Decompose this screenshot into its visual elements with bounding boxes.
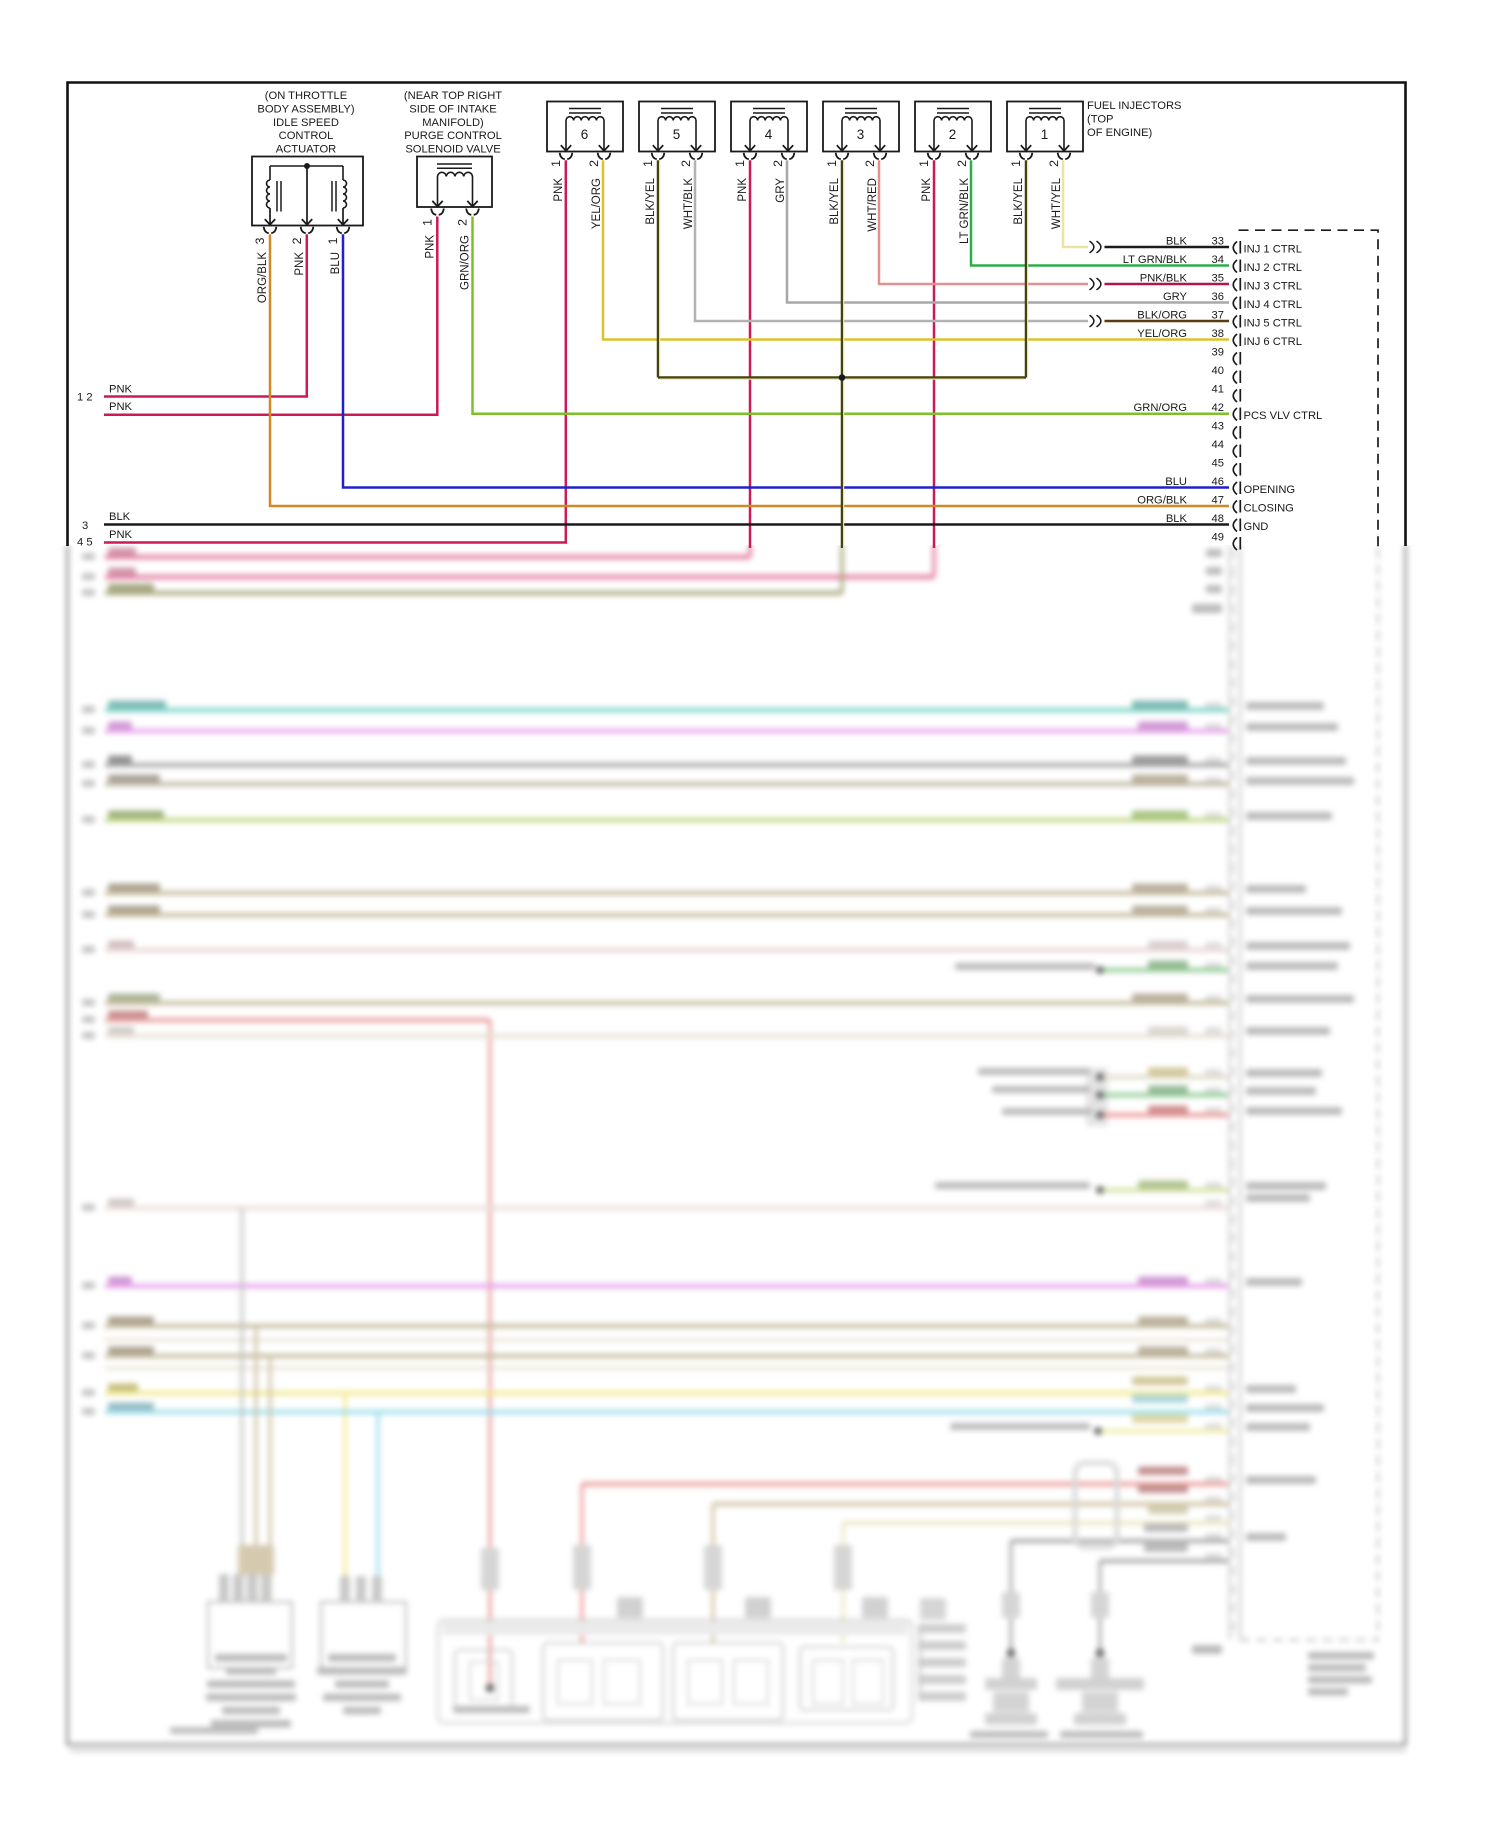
svg-text:1: 1 (549, 160, 563, 167)
svg-text:SIDE OF INTAKE: SIDE OF INTAKE (409, 103, 496, 115)
svg-text:44: 44 (1212, 439, 1224, 451)
svg-text:4 5: 4 5 (77, 537, 93, 549)
svg-text:1: 1 (825, 160, 839, 167)
svg-text:GRY: GRY (1163, 291, 1188, 303)
svg-text:2: 2 (587, 160, 601, 167)
svg-text:2: 2 (290, 237, 304, 244)
svg-text:1: 1 (917, 160, 931, 167)
svg-text:1: 1 (326, 237, 340, 244)
svg-text:INJ 5 CTRL: INJ 5 CTRL (1244, 318, 1302, 330)
svg-text:SOLENOID VALVE: SOLENOID VALVE (405, 144, 500, 156)
svg-text:6: 6 (581, 127, 589, 142)
svg-text:BLK: BLK (109, 511, 131, 523)
svg-text:3: 3 (82, 520, 88, 532)
svg-text:PNK: PNK (109, 384, 133, 396)
svg-text:INJ 1 CTRL: INJ 1 CTRL (1244, 244, 1302, 256)
svg-text:PURGE CONTROL: PURGE CONTROL (404, 130, 502, 142)
svg-text:1 2: 1 2 (77, 392, 93, 404)
svg-text:PCS VLV CTRL: PCS VLV CTRL (1244, 410, 1323, 422)
svg-text:1: 1 (1009, 160, 1023, 167)
svg-text:GRN/ORG: GRN/ORG (460, 235, 472, 290)
svg-text:2: 2 (955, 160, 969, 167)
svg-text:MANIFOLD): MANIFOLD) (422, 117, 484, 129)
svg-text:1: 1 (733, 160, 747, 167)
svg-text:PNK/BLK: PNK/BLK (1140, 273, 1188, 285)
svg-text:WHT/BLK: WHT/BLK (683, 178, 695, 229)
svg-text:(TOP: (TOP (1087, 113, 1114, 125)
svg-text:2: 2 (863, 160, 877, 167)
svg-text:BLK/YEL: BLK/YEL (645, 177, 657, 224)
svg-text:43: 43 (1212, 421, 1224, 433)
svg-text:GRY: GRY (775, 178, 787, 203)
svg-text:FUEL INJECTORS: FUEL INJECTORS (1087, 100, 1182, 112)
svg-text:49: 49 (1212, 532, 1224, 544)
svg-text:PNK: PNK (294, 252, 306, 276)
svg-text:46: 46 (1212, 476, 1224, 488)
svg-text:37: 37 (1212, 310, 1224, 322)
svg-text:BLU: BLU (330, 252, 342, 274)
svg-text:3: 3 (253, 237, 267, 244)
svg-text:2: 2 (456, 219, 470, 226)
svg-text:38: 38 (1212, 328, 1224, 340)
svg-text:GND: GND (1244, 521, 1269, 533)
svg-text:CLOSING: CLOSING (1244, 503, 1294, 515)
svg-text:ORG/BLK: ORG/BLK (1137, 495, 1187, 507)
svg-text:1: 1 (641, 160, 655, 167)
svg-text:BLK/YEL: BLK/YEL (829, 177, 841, 224)
svg-text:2: 2 (949, 127, 957, 142)
svg-text:33: 33 (1212, 236, 1224, 248)
svg-text:34: 34 (1212, 254, 1224, 266)
svg-text:BODY ASSEMBLY): BODY ASSEMBLY) (257, 103, 354, 115)
svg-text:PNK: PNK (737, 178, 749, 202)
svg-text:IDLE SPEED: IDLE SPEED (273, 117, 339, 129)
svg-text:LT GRN/BLK: LT GRN/BLK (959, 178, 971, 244)
svg-text:1: 1 (1041, 127, 1049, 142)
svg-text:WHT/RED: WHT/RED (867, 178, 879, 232)
svg-text:1: 1 (421, 219, 435, 226)
svg-text:4: 4 (765, 127, 773, 142)
svg-text:PNK: PNK (109, 401, 133, 413)
svg-text:INJ 3 CTRL: INJ 3 CTRL (1244, 281, 1302, 293)
svg-text:41: 41 (1212, 384, 1224, 396)
svg-text:42: 42 (1212, 402, 1224, 414)
svg-text:YEL/ORG: YEL/ORG (591, 178, 603, 229)
svg-text:39: 39 (1212, 347, 1224, 359)
svg-text:OPENING: OPENING (1244, 484, 1296, 496)
svg-text:INJ 2 CTRL: INJ 2 CTRL (1244, 262, 1302, 274)
svg-text:LT GRN/BLK: LT GRN/BLK (1123, 254, 1188, 266)
svg-text:PNK: PNK (921, 178, 933, 202)
svg-text:ACTUATOR: ACTUATOR (276, 144, 337, 156)
svg-text:ORG/BLK: ORG/BLK (257, 252, 269, 303)
svg-text:40: 40 (1212, 365, 1224, 377)
svg-text:BLU: BLU (1165, 476, 1187, 488)
svg-text:GRN/ORG: GRN/ORG (1134, 402, 1187, 414)
svg-text:47: 47 (1212, 495, 1224, 507)
svg-text:PNK: PNK (109, 529, 133, 541)
svg-text:35: 35 (1212, 273, 1224, 285)
svg-text:48: 48 (1212, 513, 1224, 525)
svg-text:5: 5 (673, 127, 681, 142)
svg-text:INJ 4 CTRL: INJ 4 CTRL (1244, 299, 1302, 311)
svg-text:PNK: PNK (425, 235, 437, 259)
svg-text:2: 2 (771, 160, 785, 167)
svg-text:BLK: BLK (1166, 513, 1188, 525)
svg-text:WHT/YEL: WHT/YEL (1051, 177, 1063, 229)
svg-text:2: 2 (679, 160, 693, 167)
svg-text:45: 45 (1212, 458, 1224, 470)
svg-text:CONTROL: CONTROL (279, 130, 334, 142)
svg-text:BLK: BLK (1166, 236, 1188, 248)
svg-text:36: 36 (1212, 291, 1224, 303)
svg-text:(ON THROTTLE: (ON THROTTLE (265, 90, 347, 102)
svg-text:INJ 6 CTRL: INJ 6 CTRL (1244, 336, 1302, 348)
svg-text:OF ENGINE): OF ENGINE) (1087, 127, 1153, 139)
svg-text:YEL/ORG: YEL/ORG (1137, 328, 1187, 340)
svg-text:PNK: PNK (553, 178, 565, 202)
svg-text:BLK/ORG: BLK/ORG (1137, 310, 1187, 322)
svg-text:2: 2 (1047, 160, 1061, 167)
svg-text:BLK/YEL: BLK/YEL (1013, 177, 1025, 224)
svg-text:3: 3 (857, 127, 865, 142)
svg-text:(NEAR TOP RIGHT: (NEAR TOP RIGHT (404, 90, 502, 102)
